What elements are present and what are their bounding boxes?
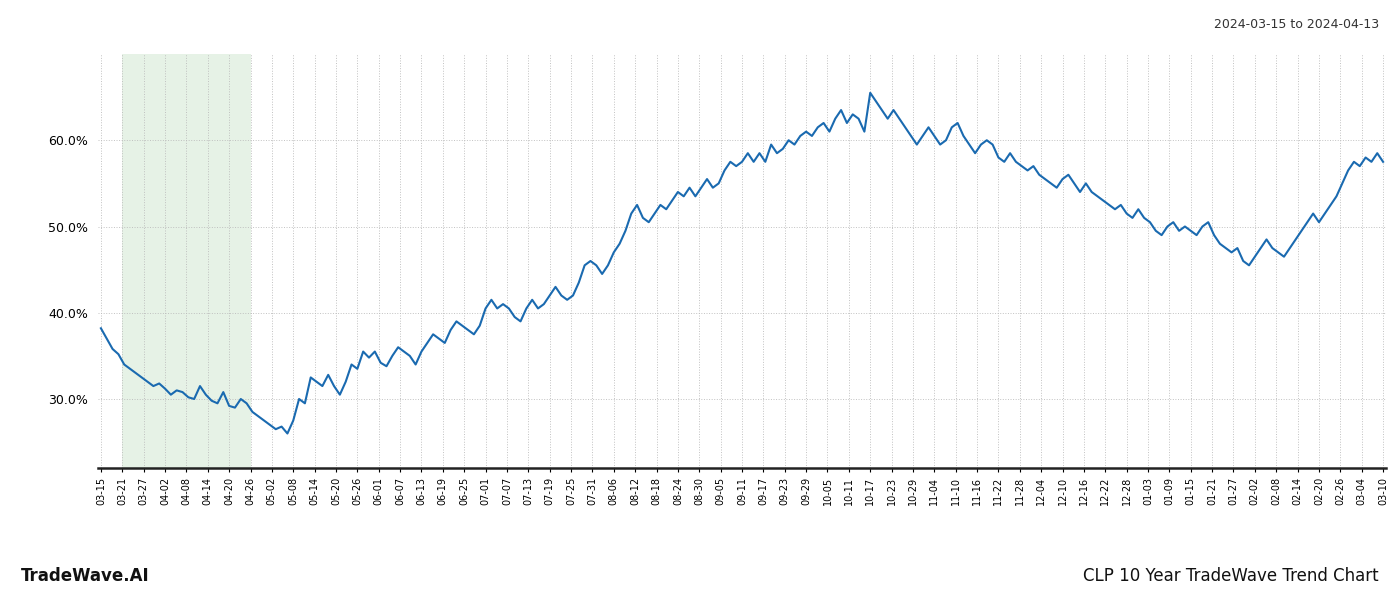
Text: CLP 10 Year TradeWave Trend Chart: CLP 10 Year TradeWave Trend Chart [1084,567,1379,585]
Text: TradeWave.AI: TradeWave.AI [21,567,150,585]
Text: 2024-03-15 to 2024-04-13: 2024-03-15 to 2024-04-13 [1214,18,1379,31]
Bar [122,54,251,468]
